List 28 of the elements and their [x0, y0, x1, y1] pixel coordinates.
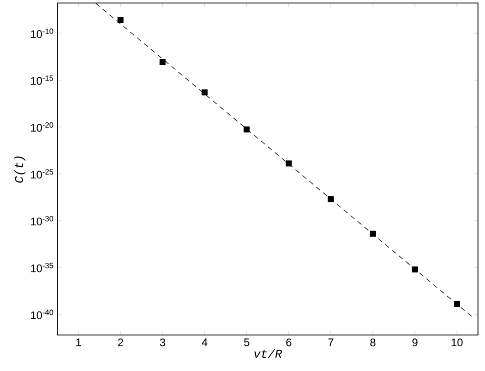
y-tick-label: 10$^{-10}$ [31, 28, 54, 38]
y-tick-label: 10$^{-15}$ [31, 75, 54, 85]
x-tick-label: 6 [286, 338, 292, 346]
x-tick-label: 1 [76, 338, 82, 346]
y-axis-title: C(t) [14, 156, 26, 183]
point [454, 300, 460, 307]
y-tick-label: 10$^{-30}$ [31, 216, 54, 226]
x-tick-label: 9 [412, 338, 418, 346]
x-tick-label: 8 [370, 338, 376, 346]
x-tick-label: 7 [328, 338, 334, 346]
x-tick-label: 10 [452, 338, 463, 346]
point [286, 160, 292, 166]
y-tick-label: 10$^{-35}$ [31, 262, 54, 272]
point [202, 89, 208, 96]
point [244, 126, 250, 132]
x-tick-label: 5 [244, 338, 250, 346]
y-tick-label: 10$^{-25}$ [31, 169, 54, 179]
point [328, 196, 334, 202]
y-tick-label: 10$^{-20}$ [31, 122, 54, 132]
x-axis-title: vt/R [254, 349, 282, 358]
point [412, 266, 418, 272]
point [370, 230, 376, 237]
x-tick-label: 4 [202, 338, 208, 346]
point [118, 17, 124, 24]
x-tick-label: 2 [118, 338, 124, 346]
y-tick-label: 10$^{-40}$ [31, 310, 54, 320]
point [160, 59, 166, 66]
x-tick-label: 3 [160, 338, 166, 346]
